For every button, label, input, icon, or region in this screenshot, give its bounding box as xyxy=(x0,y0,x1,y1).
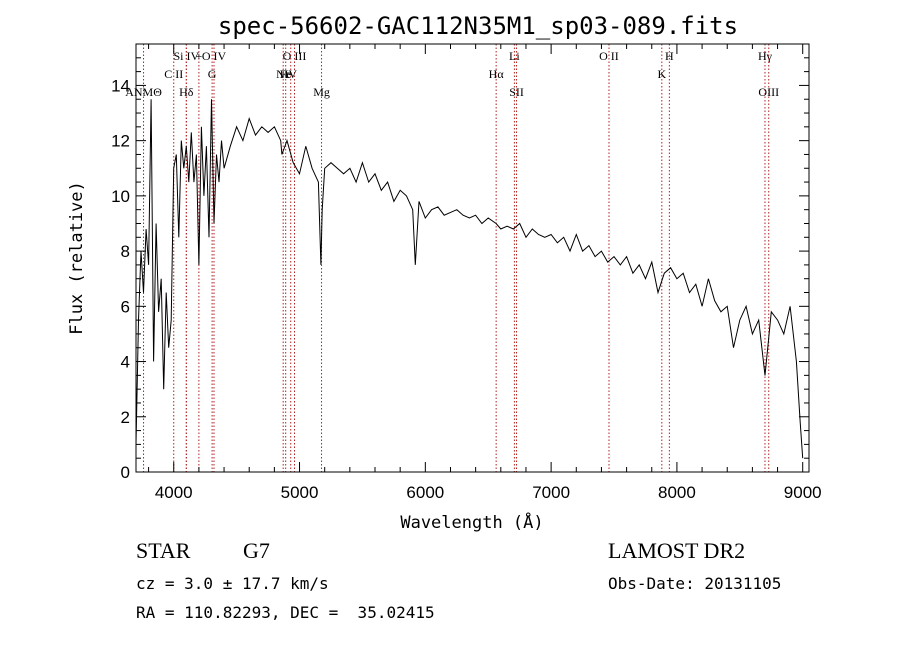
line-label: H xyxy=(665,49,674,63)
flux-series-line xyxy=(135,99,804,459)
x-tick-label: 7000 xyxy=(532,483,570,502)
series-group xyxy=(135,99,804,459)
object-class: STAR xyxy=(136,538,191,563)
y-tick-label: 14 xyxy=(111,76,130,95)
line-label: Mg xyxy=(313,85,330,99)
redshift-text: cz = 3.0 ± 17.7 km/s xyxy=(136,574,329,593)
line-label: OIII xyxy=(758,85,779,99)
line-label: ΑΝΜΘ xyxy=(125,85,162,99)
subclass: G7 xyxy=(243,538,270,563)
x-tick-label: 5000 xyxy=(281,483,319,502)
x-axis-label: Wavelength (Å) xyxy=(400,511,543,533)
y-axis: 0 2 4 6 8 10 12 14 xyxy=(111,57,809,482)
line-label: SII xyxy=(509,85,524,99)
y-tick-label: 0 xyxy=(121,463,130,482)
line-label: Hα xyxy=(489,67,505,81)
line-label: Fe xyxy=(280,67,292,81)
observation-date: Obs-Date: 20131105 xyxy=(608,574,782,593)
line-label: C II xyxy=(164,67,183,81)
y-tick-label: 4 xyxy=(121,353,130,372)
line-label: G xyxy=(208,67,217,81)
y-tick-label: 10 xyxy=(111,187,130,206)
x-tick-label: 9000 xyxy=(784,483,822,502)
survey-name: LAMOST DR2 xyxy=(608,538,746,563)
x-axis: 4000 5000 6000 7000 8000 9000 xyxy=(148,44,822,502)
plot-frame xyxy=(135,43,810,473)
line-label: IV xyxy=(284,67,297,81)
y-tick-label: 6 xyxy=(121,297,130,316)
y-axis-label: Flux (relative) xyxy=(67,181,87,335)
line-label: Ne xyxy=(276,67,290,81)
line-label: O III xyxy=(283,49,307,63)
coordinates-text: RA = 110.82293, DEC = 35.02415 xyxy=(136,603,435,622)
y-tick-label: 2 xyxy=(121,408,130,427)
line-label: K xyxy=(657,67,666,81)
line-label: O IV xyxy=(202,49,227,63)
line-label: Hδ xyxy=(179,85,194,99)
chart-title: spec-56602-GAC112N35M1_sp03-089.fits xyxy=(218,12,738,40)
y-tick-label: 12 xyxy=(111,132,130,151)
line-label: + xyxy=(196,49,203,63)
line-label: Li xyxy=(509,49,520,63)
line-label: Hγ xyxy=(758,49,773,63)
line-label: O II xyxy=(599,49,619,63)
x-tick-label: 8000 xyxy=(658,483,696,502)
x-tick-label: 4000 xyxy=(155,483,193,502)
x-tick-label: 6000 xyxy=(406,483,444,502)
y-tick-label: 8 xyxy=(121,242,130,261)
